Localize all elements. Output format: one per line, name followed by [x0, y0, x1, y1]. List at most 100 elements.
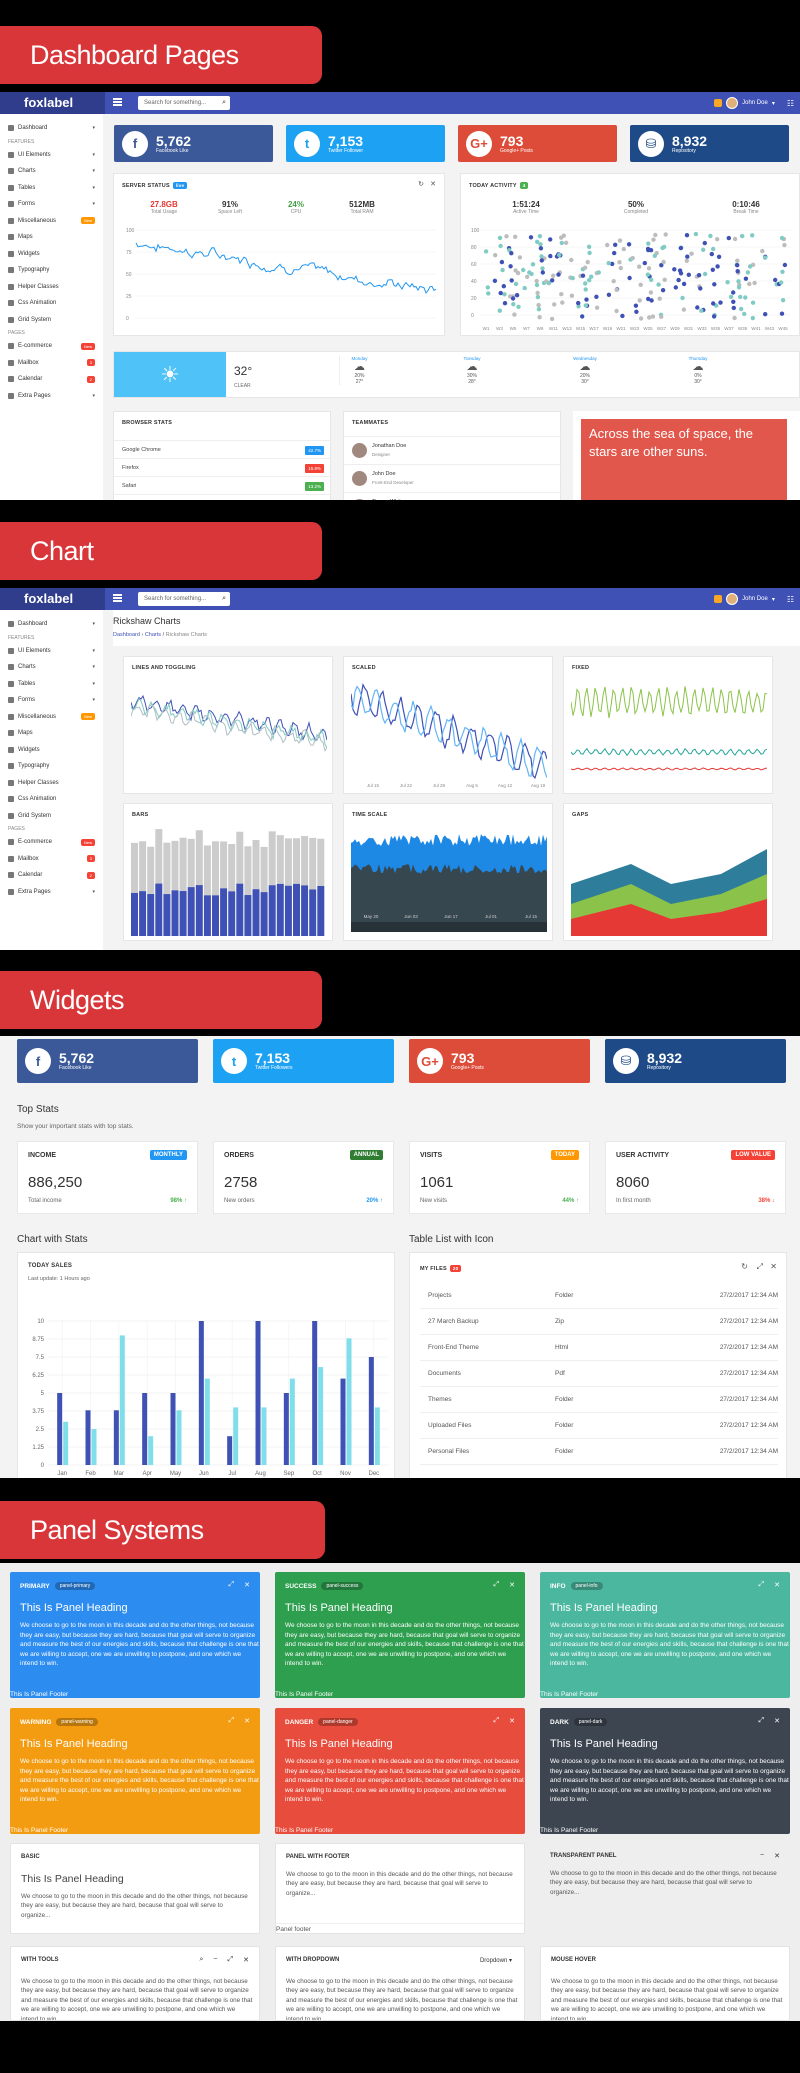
close-icon[interactable]: ✕ [244, 1718, 250, 1725]
sidebar-item-dashboard[interactable]: Dashboard ▾ [0, 120, 103, 137]
close-icon[interactable]: ✕ [243, 1957, 249, 1964]
teammate-row[interactable]: Jonathan Doe Designer [344, 436, 562, 464]
apps-icon[interactable]: ☷ [786, 98, 794, 108]
sidebar-item-helper-classes[interactable]: Helper Classes [0, 775, 103, 792]
file-row[interactable]: Projects Folder 27/2/2017 12:34 AM [420, 1283, 778, 1309]
expand-icon[interactable]: ⤢ [758, 1581, 765, 1588]
dropdown-button[interactable]: Dropdown ▾ [479, 1958, 512, 1964]
social-card[interactable]: t 7,153 Twitter Followers [213, 1039, 394, 1083]
sidebar-item-tables[interactable]: Tables ▾ [0, 180, 103, 197]
sidebar-item-forms[interactable]: Forms ▾ [0, 196, 103, 213]
notification-icon[interactable] [714, 595, 723, 603]
social-card[interactable]: G+ 793 Google+ Posts [409, 1039, 590, 1083]
sidebar-item-e-commerce[interactable]: E-commerce New [0, 834, 103, 851]
x-tick-label: May 20 [364, 914, 379, 919]
sidebar-item-dashboard[interactable]: Dashboard ▾ [0, 616, 103, 633]
sidebar-item-typography[interactable]: Typography [0, 262, 103, 279]
chevron-down-icon[interactable]: ▾ [771, 596, 775, 603]
scatter-point [589, 274, 594, 279]
close-icon[interactable]: ✕ [244, 1582, 250, 1589]
sidebar-item-css-animation[interactable]: Css Animation [0, 791, 103, 808]
chevron-down-icon[interactable]: ▾ [771, 100, 775, 107]
social-card[interactable]: f 5,762 Facebook Like [114, 125, 273, 162]
menu-icon[interactable] [113, 98, 122, 106]
close-icon[interactable]: ✕ [774, 1853, 780, 1860]
breadcrumb-charts[interactable]: Charts [144, 632, 162, 638]
sidebar-item-calendar[interactable]: Calendar 2 [0, 371, 103, 388]
panel-mouse-hover: MOUSE HOVER We choose to go to the moon i… [540, 1946, 790, 2021]
expand-icon[interactable]: ⤢ [228, 1717, 235, 1724]
sidebar-item-e-commerce[interactable]: E-commerce New [0, 338, 103, 355]
sidebar-item-extra-pages[interactable]: Extra Pages ▾ [0, 884, 103, 901]
file-row[interactable]: Themes Folder 27/2/2017 12:34 AM [420, 1387, 778, 1413]
range-slider[interactable] [351, 922, 547, 932]
sidebar-item-grid-system[interactable]: Grid System [0, 312, 103, 329]
search-icon[interactable]: ⌕ [222, 99, 226, 106]
logo[interactable]: foxlabel [0, 92, 105, 114]
search-icon[interactable]: ⌕ [222, 595, 226, 602]
user-name[interactable]: John Doe [742, 596, 768, 602]
social-card[interactable]: G+ 793 Google+ Posts [458, 125, 617, 162]
sidebar-item-calendar[interactable]: Calendar 2 [0, 867, 103, 884]
social-card[interactable]: ⛁ 8,932 Repository [630, 125, 789, 162]
sidebar-item-mailbox[interactable]: Mailbox 3 [0, 355, 103, 372]
minus-icon[interactable]: − [213, 1956, 218, 1963]
sidebar-item-ui-elements[interactable]: UI Elements ▾ [0, 643, 103, 660]
expand-icon[interactable]: ⤢ [756, 1262, 763, 1271]
sidebar-item-extra-pages[interactable]: Extra Pages ▾ [0, 388, 103, 405]
social-card[interactable]: t 7,153 Twitter Follower [286, 125, 445, 162]
sidebar-item-ui-elements[interactable]: UI Elements ▾ [0, 147, 103, 164]
file-row[interactable]: Documents Pdf 27/2/2017 12:34 AM [420, 1361, 778, 1387]
social-card[interactable]: f 5,762 Facebook Like [17, 1039, 198, 1083]
sales-bar [119, 1335, 125, 1465]
search-input[interactable]: Search for something... ⌕ [138, 96, 230, 110]
file-row[interactable]: 27 March Backup Zip 27/2/2017 12:34 AM [420, 1309, 778, 1335]
notification-icon[interactable] [714, 99, 723, 107]
sidebar-item-mailbox[interactable]: Mailbox 3 [0, 851, 103, 868]
menu-icon[interactable] [113, 594, 122, 602]
refresh-icon[interactable]: ↻ [741, 1262, 748, 1271]
scatter-point [583, 287, 588, 292]
close-icon[interactable]: ✕ [774, 1718, 780, 1725]
sidebar-item-helper-classes[interactable]: Helper Classes [0, 279, 103, 296]
sidebar-item-miscellaneous[interactable]: Miscellaneous New [0, 709, 103, 726]
sidebar-item-charts[interactable]: Charts ▾ [0, 659, 103, 676]
expand-icon[interactable]: ⤢ [493, 1581, 500, 1588]
user-name[interactable]: John Doe [742, 100, 768, 106]
close-icon[interactable]: ✕ [509, 1718, 515, 1725]
sidebar-item-widgets[interactable]: Widgets [0, 246, 103, 263]
file-row[interactable]: Front-End Theme Html 27/2/2017 12:34 AM [420, 1335, 778, 1361]
sidebar-item-css-animation[interactable]: Css Animation [0, 295, 103, 312]
close-icon[interactable]: ✕ [774, 1582, 780, 1589]
expand-icon[interactable]: ⤢ [228, 1581, 235, 1588]
sidebar-item-widgets[interactable]: Widgets [0, 742, 103, 759]
teammate-row[interactable]: John Doe Front-End Developer [344, 464, 562, 492]
sidebar-item-charts[interactable]: Charts ▾ [0, 163, 103, 180]
refresh-icon[interactable]: ↻ [418, 181, 424, 188]
close-icon[interactable]: ✕ [430, 181, 436, 188]
close-icon[interactable]: ✕ [770, 1262, 777, 1271]
expand-icon[interactable]: ⤢ [758, 1717, 765, 1724]
sidebar-item-forms[interactable]: Forms ▾ [0, 692, 103, 709]
sidebar-item-tables[interactable]: Tables ▾ [0, 676, 103, 693]
expand-icon[interactable]: ⤢ [493, 1717, 500, 1724]
sidebar-item-miscellaneous[interactable]: Miscellaneous New [0, 213, 103, 230]
search-icon[interactable]: ⌕ [199, 1956, 204, 1963]
expand-icon[interactable]: ⤢ [227, 1956, 234, 1963]
search-input[interactable]: Search for something... ⌕ [138, 592, 230, 606]
social-card[interactable]: ⛁ 8,932 Repository [605, 1039, 786, 1083]
file-row[interactable]: Personal Files Folder 27/2/2017 12:34 AM [420, 1439, 778, 1465]
sidebar-item-maps[interactable]: Maps [0, 725, 103, 742]
avatar[interactable] [726, 97, 739, 109]
apps-icon[interactable]: ☷ [786, 594, 794, 604]
sidebar-item-grid-system[interactable]: Grid System [0, 808, 103, 825]
teammate-row[interactable]: Timmy White [344, 492, 562, 500]
close-icon[interactable]: ✕ [509, 1582, 515, 1589]
logo[interactable]: foxlabel [0, 588, 105, 610]
minus-icon[interactable]: − [760, 1852, 765, 1859]
file-row[interactable]: Uploaded Files Folder 27/2/2017 12:34 AM [420, 1413, 778, 1439]
breadcrumb-dashboard[interactable]: Dashboard [113, 632, 140, 638]
sidebar-item-typography[interactable]: Typography [0, 758, 103, 775]
avatar[interactable] [726, 593, 739, 605]
sidebar-item-maps[interactable]: Maps [0, 229, 103, 246]
